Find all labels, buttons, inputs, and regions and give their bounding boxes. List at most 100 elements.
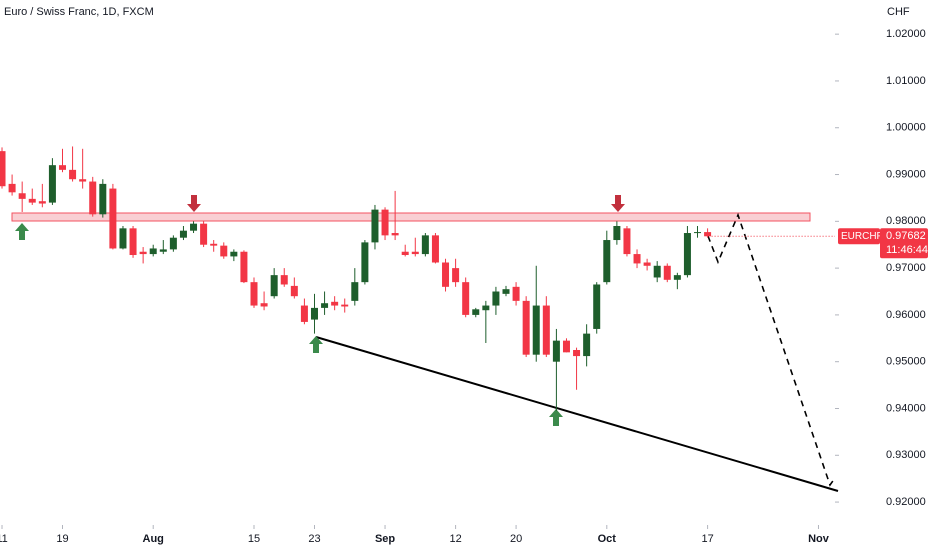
y-tick-label: 0.99000 bbox=[886, 168, 926, 180]
candle-body bbox=[38, 201, 46, 204]
candle-body bbox=[452, 268, 460, 283]
candle-body bbox=[482, 305, 490, 311]
candle-body bbox=[190, 223, 198, 231]
candle-body bbox=[653, 265, 661, 278]
y-tick-label: 0.94000 bbox=[886, 402, 926, 414]
candle-body bbox=[79, 179, 87, 182]
y-tick-label: 0.97000 bbox=[886, 262, 926, 274]
candle-body bbox=[704, 232, 712, 237]
candle-body bbox=[149, 248, 157, 255]
y-tick-label: 0.96000 bbox=[886, 309, 926, 321]
countdown-label: 11:46:44 bbox=[886, 244, 928, 256]
candle-body bbox=[280, 275, 288, 285]
candle-body bbox=[18, 193, 26, 199]
y-tick-label: 1.00000 bbox=[886, 122, 926, 134]
candle-body bbox=[260, 303, 268, 307]
candle-body bbox=[310, 307, 318, 320]
down-arrow bbox=[187, 195, 201, 212]
candle-body bbox=[381, 209, 389, 236]
candle-body bbox=[109, 188, 117, 249]
candle-body bbox=[129, 228, 137, 256]
candle-body bbox=[593, 284, 601, 329]
candle-body bbox=[119, 228, 127, 249]
candle-body bbox=[58, 165, 66, 170]
candle-body bbox=[240, 251, 248, 283]
candle-body bbox=[512, 286, 520, 301]
y-tick-label: 0.95000 bbox=[886, 356, 926, 368]
x-tick-label: 20 bbox=[510, 533, 522, 545]
candle-body bbox=[361, 242, 369, 283]
candle-body bbox=[8, 183, 16, 193]
x-tick-label: Oct bbox=[598, 533, 617, 545]
y-tick-label: 0.93000 bbox=[886, 449, 926, 461]
candle-body bbox=[694, 232, 702, 234]
y-tick-label: 1.02000 bbox=[886, 28, 926, 40]
candle-body bbox=[159, 249, 167, 252]
candle-body bbox=[683, 233, 691, 276]
candle-body bbox=[210, 243, 218, 246]
candle-body bbox=[321, 303, 329, 308]
candle-body bbox=[401, 251, 409, 256]
candle-body bbox=[562, 340, 570, 353]
projection-path bbox=[707, 212, 836, 487]
candle-body bbox=[351, 282, 359, 301]
candle-body bbox=[603, 240, 611, 283]
candle-body bbox=[552, 340, 560, 362]
x-tick-label: 17 bbox=[701, 533, 713, 545]
candle-body bbox=[69, 169, 77, 180]
candle-body bbox=[492, 291, 500, 306]
trend-line bbox=[315, 336, 839, 492]
up-arrow bbox=[549, 409, 563, 426]
candle-body bbox=[341, 304, 349, 307]
candle-body bbox=[179, 230, 187, 238]
candle-body bbox=[673, 275, 681, 280]
candle-body bbox=[89, 181, 97, 215]
candle-body bbox=[502, 289, 510, 294]
x-tick-label: Aug bbox=[143, 533, 164, 545]
x-tick-label: 19 bbox=[56, 533, 68, 545]
up-arrow bbox=[309, 336, 323, 353]
candle-body bbox=[411, 251, 419, 255]
symbol-label: EURCHF bbox=[841, 231, 883, 242]
candle-body bbox=[270, 275, 278, 297]
x-tick-label: 11 bbox=[0, 533, 8, 545]
candle-body bbox=[663, 265, 671, 280]
candle-body bbox=[542, 305, 550, 355]
candle-body bbox=[28, 198, 36, 203]
candle-body bbox=[532, 305, 540, 355]
candle-body bbox=[48, 165, 56, 203]
symbol-tag bbox=[838, 228, 880, 245]
candle-body bbox=[220, 245, 228, 257]
x-tick-label: Nov bbox=[808, 533, 830, 545]
down-arrow bbox=[611, 195, 625, 212]
candle-body bbox=[139, 251, 147, 255]
y-tick-label: 0.92000 bbox=[886, 496, 926, 508]
price-tag bbox=[880, 228, 928, 259]
candle-body bbox=[643, 262, 651, 266]
y-tick-label: 0.98000 bbox=[886, 215, 926, 227]
currency-label: CHF bbox=[887, 6, 910, 18]
candle-body bbox=[99, 183, 107, 215]
chart-title: Euro / Swiss Franc, 1D, FXCM bbox=[4, 6, 154, 18]
candle-body bbox=[169, 237, 177, 250]
candle-body bbox=[371, 209, 379, 243]
candle-body bbox=[623, 228, 631, 255]
candle-body bbox=[331, 301, 339, 306]
candle-body bbox=[573, 350, 581, 357]
candle-body bbox=[200, 223, 208, 245]
candle-body bbox=[583, 333, 591, 357]
candle-body bbox=[522, 300, 530, 355]
candle-body bbox=[442, 262, 450, 287]
up-arrow bbox=[15, 223, 29, 240]
candles bbox=[0, 146, 712, 411]
candle-body bbox=[230, 251, 238, 257]
candle-body bbox=[250, 282, 258, 306]
candle-body bbox=[472, 309, 480, 315]
x-tick-label: 15 bbox=[248, 533, 260, 545]
candle-body bbox=[421, 235, 429, 255]
candle-body bbox=[431, 235, 439, 263]
x-tick-label: 23 bbox=[308, 533, 320, 545]
candle-body bbox=[290, 285, 298, 297]
